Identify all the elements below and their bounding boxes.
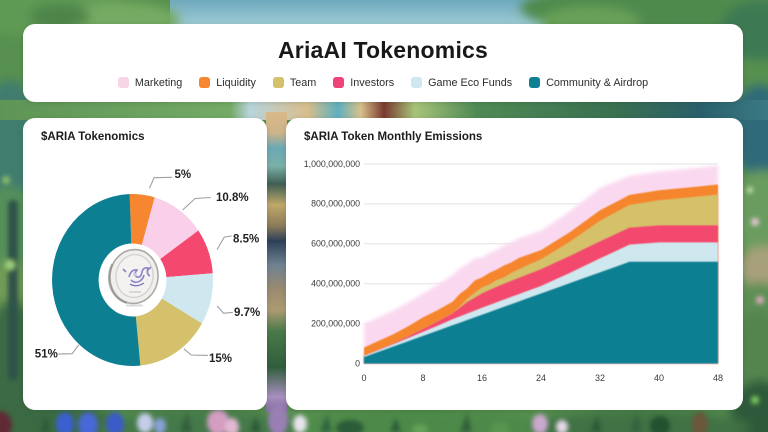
svg-text:800,000,000: 800,000,000 [311,199,360,209]
svg-text:8.5%: 8.5% [233,234,259,246]
svg-text:200,000,000: 200,000,000 [311,318,360,328]
svg-text:8: 8 [420,373,425,383]
svg-text:0: 0 [355,358,360,368]
svg-text:24: 24 [536,373,546,383]
svg-text:40: 40 [654,373,664,383]
svg-text:51%: 51% [35,349,58,361]
svg-text:9.7%: 9.7% [234,307,260,319]
svg-text:0: 0 [361,373,366,383]
svg-text:1,000,000,000: 1,000,000,000 [304,159,360,169]
svg-text:10.8%: 10.8% [216,192,249,204]
svg-text:400,000,000: 400,000,000 [311,279,360,289]
svg-text:48: 48 [713,373,723,383]
svg-text:16: 16 [477,373,487,383]
svg-text:600,000,000: 600,000,000 [311,239,360,249]
svg-text:32: 32 [595,373,605,383]
svg-text:15%: 15% [209,353,232,365]
svg-text:5%: 5% [175,169,192,181]
